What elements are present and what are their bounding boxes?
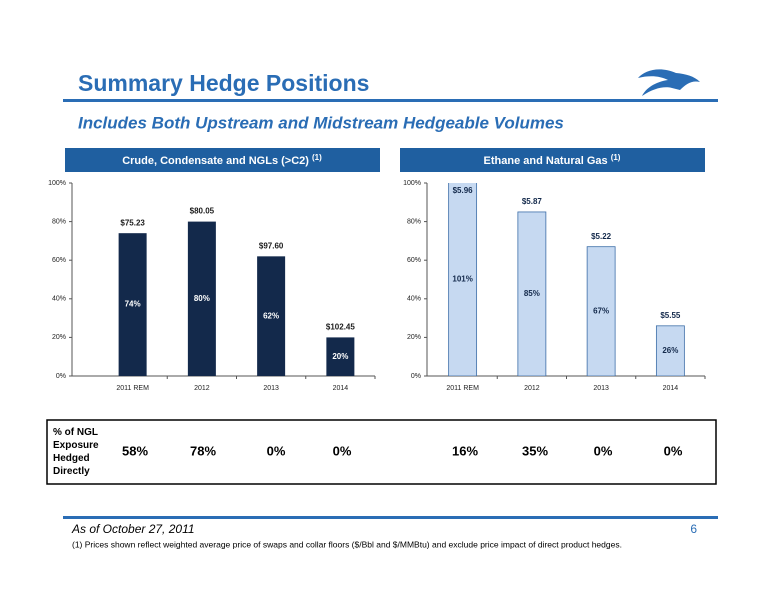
title-rule [63,99,718,102]
data-label: 74% [125,300,141,309]
y-tick-label: 0% [56,373,66,380]
y-tick-label: 40% [52,296,66,303]
y-tick-label: 100% [403,180,421,187]
price-label: $5.96 [453,186,474,195]
price-label: $5.22 [591,232,612,241]
y-tick-label: 60% [407,257,421,264]
price-label: $75.23 [120,218,145,227]
data-label: 67% [593,306,609,315]
price-label: $102.45 [326,323,355,332]
price-label: $5.87 [522,197,543,206]
x-tick-label: 2012 [524,385,540,392]
x-tick-label: 2014 [333,385,349,392]
data-label: 20% [332,352,348,361]
bar [517,211,547,376]
table-value: 0% [664,443,683,458]
table-label: % of NGL Exposure Hedged Directly [53,427,99,477]
y-tick-label: 60% [52,257,66,264]
slide-title: Summary Hedge Positions [78,70,369,96]
y-tick-label: 40% [407,296,421,303]
chart-header [65,148,380,172]
data-label: 80% [194,294,210,303]
data-label: 62% [263,311,279,320]
price-label: $97.60 [259,241,284,250]
x-tick-label: 2011 REM [446,385,479,392]
page-number: 6 [690,522,697,536]
price-label: $80.05 [190,207,215,216]
bar [655,325,685,376]
data-label: 101% [452,275,472,284]
table-box [46,419,717,485]
y-tick-label: 0% [411,373,421,380]
y-tick-label: 80% [407,218,421,225]
data-label: 26% [662,346,678,355]
price-label: $5.55 [660,311,681,320]
data-label: 85% [524,289,540,298]
y-tick-label: 20% [407,334,421,341]
y-tick-label: 20% [52,334,66,341]
slide-subtitle: Includes Both Upstream and Midstream Hed… [78,113,564,132]
bar [326,337,355,376]
chart-title: Crude, Condensate and NGLs (>C2) (1) [122,153,322,167]
logo [638,69,700,96]
chart-header [400,148,705,172]
bar [118,233,147,376]
table-value: 0% [594,443,613,458]
x-tick-label: 2012 [194,385,210,392]
x-tick-label: 2011 REM [116,385,149,392]
footer-rule [63,516,718,519]
y-tick-label: 100% [48,180,66,187]
bar [586,246,616,376]
bar [448,183,478,376]
table-value: 0% [267,443,286,458]
table-value: 58% [122,443,148,458]
x-tick-label: 2013 [593,385,609,392]
table-value: 35% [522,443,548,458]
footer-date: As of October 27, 2011 [71,522,195,536]
bar [257,256,286,376]
footnote: (1) Prices shown reflect weighted averag… [72,539,622,549]
chart-title: Ethane and Natural Gas (1) [484,153,621,167]
table-value: 0% [333,443,352,458]
bar [187,221,216,376]
x-tick-label: 2014 [663,385,679,392]
table-value: 16% [452,443,478,458]
y-tick-label: 80% [52,218,66,225]
table-value: 78% [190,443,216,458]
x-tick-label: 2013 [263,385,279,392]
